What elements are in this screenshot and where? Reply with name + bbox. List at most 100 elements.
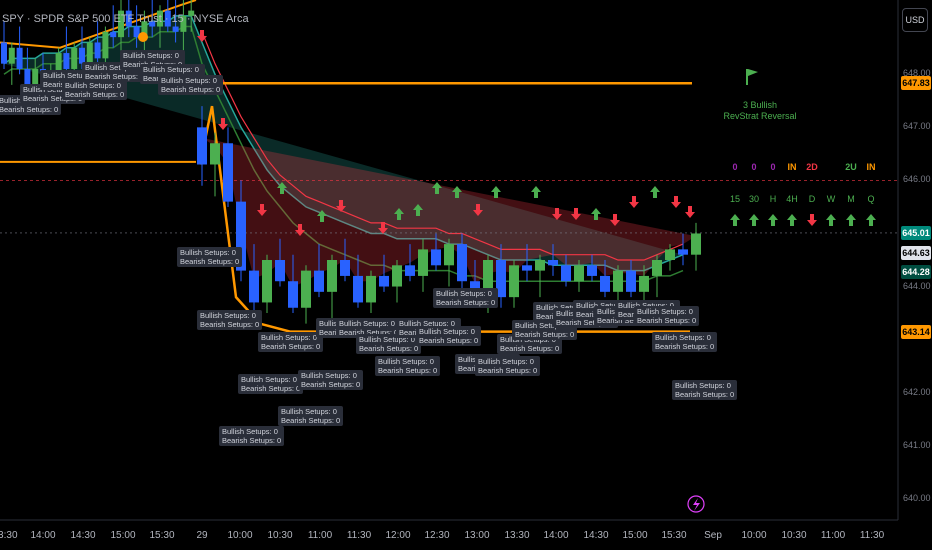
tf-status-text: 0: [751, 162, 757, 172]
bearish-candle: [353, 275, 363, 303]
tf-label: 4H: [786, 194, 798, 204]
bullish-arrow-icon: [650, 186, 660, 198]
tf-up-arrow-icon: [866, 214, 876, 226]
tf-status-text: 0: [732, 162, 738, 172]
bullish-arrow-icon: [317, 210, 327, 222]
event-marker-icon: [687, 495, 705, 513]
bearish-arrow-icon: [257, 204, 267, 216]
bullish-candle: [639, 275, 649, 292]
bearish-candle: [1, 42, 7, 64]
bullish-candle: [55, 53, 62, 75]
bullish-candle: [535, 260, 545, 271]
bullish-candle: [652, 260, 662, 276]
price-tick-label: 641.00: [903, 439, 931, 450]
bearish-setups-text: Bearish Setups: 0: [0, 105, 59, 114]
bullish-candle: [71, 47, 78, 69]
bearish-candle: [457, 244, 467, 282]
price-tag: 647.83: [901, 76, 931, 91]
tf-status-text: IN: [866, 162, 876, 172]
bearish-candle: [63, 53, 70, 69]
bullish-setups-text: Bullish Setups: 0: [261, 333, 317, 342]
time-tick-label: 29: [196, 530, 208, 541]
bearish-setups-text: Bearish Setups: 0: [65, 90, 125, 99]
time-tick-label: 15:30: [661, 530, 687, 541]
bearish-arrow-icon: [336, 200, 346, 212]
time-tick-label: 10:00: [227, 530, 253, 541]
bullish-candle: [327, 260, 337, 292]
bullish-setups-text: Bullish Setups: 0: [515, 321, 571, 330]
flag-icon: [745, 68, 759, 91]
bearish-setups-text: Bearish Setups: 0: [378, 366, 438, 375]
bearish-setups-text: Bearish Setups: 0: [23, 94, 83, 103]
bearish-candle: [600, 275, 610, 292]
revstrat-label: 3 Bullish RevStrat Reversal: [712, 100, 808, 122]
bullish-setups-text: Bullish Setups: 0: [399, 319, 455, 328]
bullish-candle: [102, 31, 109, 59]
tf-up-arrow-icon: [846, 214, 856, 226]
tf-up-arrow-icon: [787, 214, 797, 226]
bearish-candle: [149, 21, 156, 27]
bearish-candle: [288, 281, 298, 308]
bullish-setups-text: Bullish Setups: 0: [436, 289, 492, 298]
bearish-candle: [133, 26, 140, 38]
bearish-setups-text: Bearish Setups: 0: [515, 330, 575, 339]
bearish-candle: [314, 270, 324, 292]
bearish-arrow-icon: [197, 30, 207, 42]
bearish-setups-text: Bearish Setups: 0: [222, 436, 282, 445]
bearish-candle: [548, 260, 558, 266]
bearish-setups-text: Bearish Setups: 0: [655, 342, 715, 351]
time-tick-label: 12:00: [385, 530, 411, 541]
bearish-setups-text: Bearish Setups: 0: [500, 344, 560, 353]
bullish-arrow-icon: [531, 186, 541, 198]
bearish-setups-text: Bearish Setups: 0: [478, 366, 538, 375]
bearish-setups-text: Bearish Setups: 0: [301, 380, 361, 389]
bullish-arrow-icon: [452, 186, 462, 198]
bearish-candle: [431, 249, 441, 266]
bullish-setups-text: Bullish Setups: 0: [222, 427, 278, 436]
bearish-setups-text: Bearish Setups: 0: [261, 342, 321, 351]
symbol-title[interactable]: SPY · SPDR S&P 500 ETF Trust · 15 · NYSE…: [2, 13, 249, 25]
bearish-candle: [678, 249, 688, 255]
time-tick-label: 13:30: [0, 530, 18, 541]
bullish-arrow-icon: [491, 186, 501, 198]
bullish-setups-text: Bullish Setups: 0: [478, 357, 534, 366]
time-tick-label: Sep: [704, 530, 722, 541]
bullish-candle: [141, 21, 148, 38]
timeframe-label-row: 15 30 H 4H D W M Q: [0, 194, 932, 206]
bearish-candle: [164, 10, 171, 27]
bearish-setups-text: Bearish Setups: 0: [436, 298, 496, 307]
revstrat-line2: RevStrat Reversal: [723, 111, 797, 121]
bearish-candle: [197, 127, 207, 165]
price-tick-label: 642.00: [903, 386, 931, 397]
bearish-arrow-icon: [571, 208, 581, 220]
bullish-setups-text: Bullish Setups: 0: [161, 76, 217, 85]
bullish-candle: [613, 270, 623, 292]
bearish-setups-text: Bearish Setups: 0: [339, 328, 399, 337]
tf-status-text: 2U: [845, 162, 857, 172]
bearish-arrow-icon: [218, 118, 228, 130]
bearish-arrow-icon: [378, 222, 388, 234]
bullish-candle: [210, 143, 220, 165]
bullish-candle: [691, 233, 701, 255]
bullish-candle: [8, 47, 15, 64]
bearish-cloud-line: [201, 31, 684, 261]
bullish-setups-text: Bullish Setups: 0: [576, 301, 632, 310]
price-tick-label: 640.00: [903, 492, 931, 503]
bullish-arrow-icon: [413, 204, 423, 216]
time-tick-label: 10:30: [781, 530, 807, 541]
bullish-setups-text: Bullish Setups: 0: [85, 63, 141, 72]
bullish-candle: [509, 265, 519, 298]
bearish-cloud: [202, 138, 696, 287]
price-tag: 644.63: [901, 246, 931, 261]
bearish-setups-text: Bearish Setups: 0: [281, 416, 341, 425]
bearish-arrow-icon: [295, 224, 305, 236]
tf-label: Q: [867, 194, 875, 204]
currency-button[interactable]: USD: [902, 8, 928, 32]
bullish-arrow-icon: [591, 208, 601, 220]
